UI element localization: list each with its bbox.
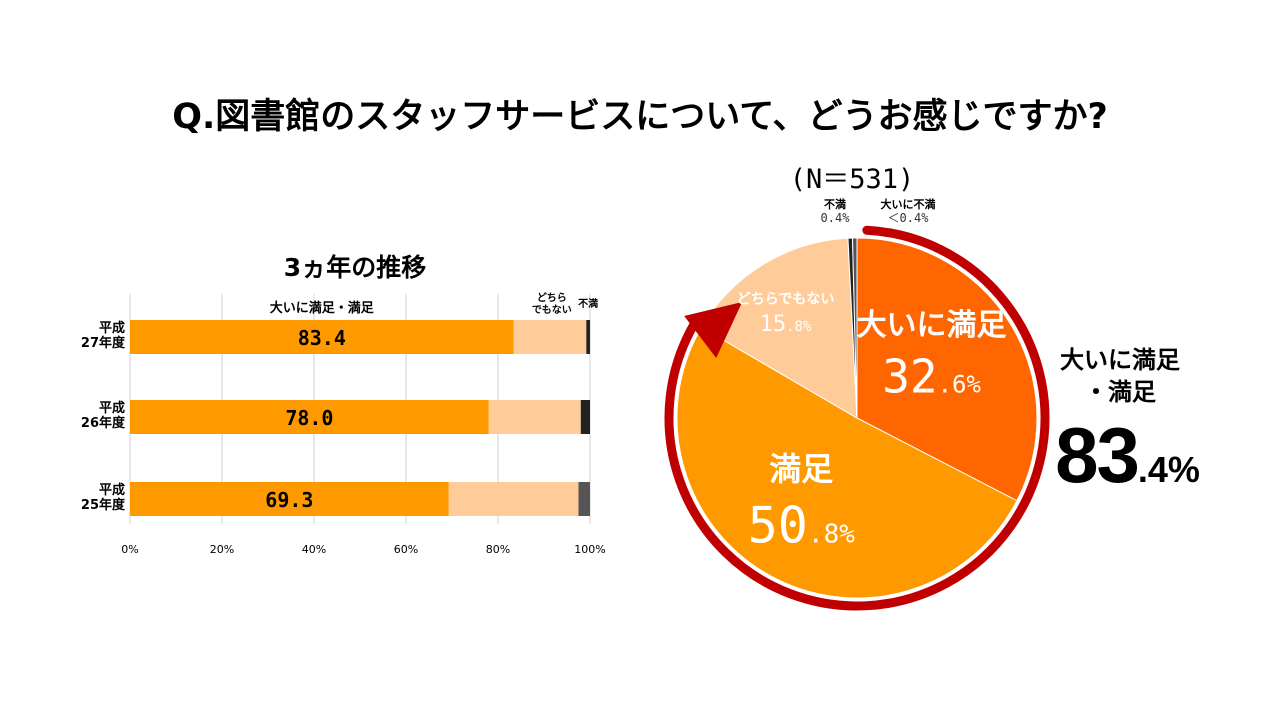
page-title: Q.図書館のスタッフサービスについて、どうお感じですか? — [172, 97, 1108, 137]
bar-segment — [513, 320, 587, 354]
bar-data-label: 78.0 — [285, 406, 333, 430]
bar-segment — [580, 400, 590, 434]
x-tick-label: 20% — [210, 543, 234, 556]
x-tick-label: 60% — [394, 543, 418, 556]
bar-chart: 0% 20% 40% 60% 80% 100%大いに満足・満足どちらでもない不満平成27年… — [81, 291, 606, 556]
category-label: 27年度 — [81, 335, 126, 351]
total-value-decimal: .4% — [1137, 449, 1200, 490]
x-tick-label: 40% — [302, 543, 326, 556]
pie-slice-value: 15.8% — [760, 312, 812, 337]
category-label: 平成 — [99, 320, 125, 336]
pie-value-decimal: .8% — [808, 519, 855, 549]
pie-slice-value: 0.4% — [821, 211, 851, 225]
bar-segment — [130, 482, 449, 516]
pie-slice-name: 大いに不満 — [881, 197, 936, 211]
pie-value-integer: 50 — [748, 496, 808, 554]
pie-value-integer: 15 — [760, 312, 787, 337]
pie-slice — [851, 237, 858, 419]
pie-slice-value: 50.8% — [748, 496, 856, 554]
arrow-arc — [664, 225, 1050, 611]
pie-slice — [856, 237, 1038, 502]
bar-data-label: 83.4 — [298, 326, 346, 350]
bar-segment — [578, 482, 590, 516]
bar-segment — [130, 400, 489, 434]
x-tick-label: 0% — [121, 543, 138, 556]
x-tick-label: 80% — [486, 543, 510, 556]
x-tick-label: 100% — [574, 543, 605, 556]
bar-segment — [448, 482, 579, 516]
category-label: 平成 — [99, 482, 125, 498]
pie-slice-value: 32.6% — [882, 350, 981, 404]
pie-chart: 大いに満足32.6%満足50.8%どちらでもない15.8%不満0.4%大いに不満… — [664, 197, 1050, 611]
category-label: 平成 — [99, 400, 125, 416]
total-satisfied-label-line: ・満足 — [1084, 378, 1156, 406]
segment-label: どちら — [537, 291, 567, 304]
bar-segment — [488, 400, 581, 434]
category-label: 26年度 — [81, 415, 126, 431]
bar-data-label: 69.3 — [265, 488, 313, 512]
total-satisfied-label-line: 大いに満足 — [1060, 346, 1180, 374]
segment-label: でもない — [532, 304, 572, 316]
pie-slice-name: 満足 — [769, 450, 833, 488]
segment-label: 大いに満足・満足 — [270, 300, 375, 316]
pie-slice-value: ＜0.4% — [888, 211, 930, 225]
arrow-head — [684, 302, 743, 358]
pie-value-decimal: .6% — [938, 371, 982, 399]
total-satisfied-label: 大いに満足 ・満足 — [1040, 344, 1200, 408]
total-satisfied-value: 83.4% — [1040, 410, 1215, 501]
pie-slice-name: どちらでもない — [737, 292, 835, 308]
sample-size-label: (N＝531) — [789, 164, 915, 195]
bar-segment — [586, 320, 590, 354]
segment-label: 不満 — [578, 297, 598, 310]
bar-chart-title: 3ヵ年の推移 — [283, 253, 427, 282]
category-label: 25年度 — [81, 497, 126, 513]
pie-slice — [676, 326, 1018, 599]
bar-segment — [130, 320, 514, 354]
pie-value-decimal: .8% — [786, 319, 812, 335]
pie-value-integer: 32 — [882, 350, 937, 404]
pie-slice-name: 大いに満足 — [857, 308, 1007, 343]
pie-slice-name: 不満 — [824, 197, 846, 211]
total-value-integer: 83 — [1055, 411, 1140, 499]
